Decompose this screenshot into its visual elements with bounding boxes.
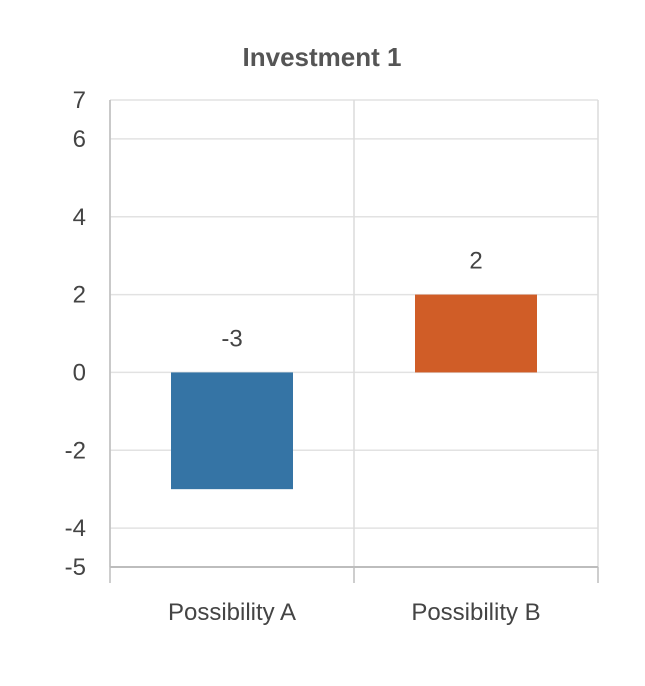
y-tick-label: 6	[73, 126, 86, 153]
axis-layer: -5 -4 -2 0 2 4 6 7 Possibility A Possibility B	[65, 87, 599, 626]
x-category-label: Possibility B	[411, 599, 540, 626]
bar	[171, 372, 293, 490]
chart-title: Investment 1	[243, 42, 402, 72]
data-label: -3	[221, 325, 242, 352]
y-tick-label: -5	[65, 554, 86, 581]
bar	[415, 294, 537, 373]
y-tick-label: 0	[73, 359, 86, 386]
labels-layer: -3 2	[221, 248, 482, 353]
bars-layer	[171, 294, 537, 490]
data-label: 2	[469, 248, 482, 275]
y-tick-label: 4	[73, 204, 86, 231]
y-tick-label: -2	[65, 437, 86, 464]
x-category-label: Possibility A	[168, 599, 296, 626]
y-tick-label: 2	[73, 282, 86, 309]
y-tick-label: 7	[73, 87, 86, 114]
y-tick-label: -4	[65, 515, 86, 542]
